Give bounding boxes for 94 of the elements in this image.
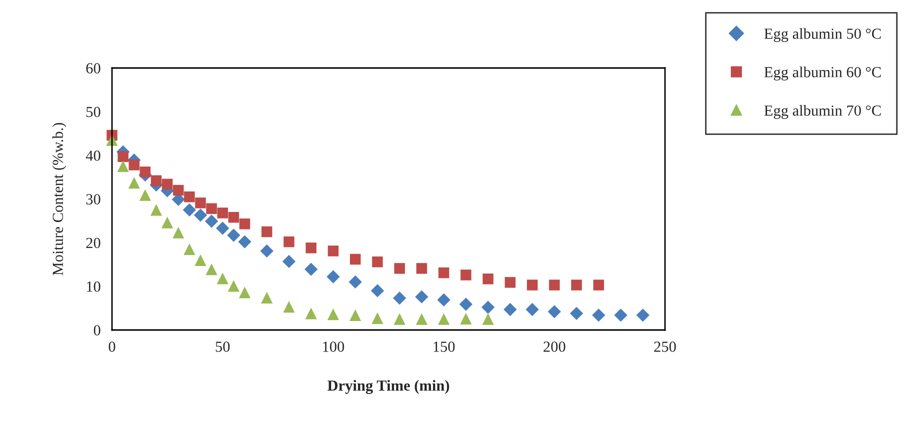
y-tick-label: 20 bbox=[86, 238, 100, 248]
legend-label: Egg albumin 60 °C bbox=[764, 66, 881, 80]
point bbox=[128, 177, 140, 189]
point bbox=[118, 151, 128, 162]
point bbox=[161, 216, 174, 228]
point bbox=[228, 280, 240, 292]
point bbox=[206, 203, 217, 214]
point bbox=[504, 302, 517, 316]
point bbox=[350, 309, 362, 321]
point bbox=[438, 267, 450, 278]
x-tick-label: 50 bbox=[216, 342, 230, 352]
point bbox=[228, 212, 240, 223]
point bbox=[204, 214, 218, 228]
legend-label: Egg albumin 50 °C bbox=[764, 28, 881, 42]
point bbox=[372, 256, 383, 268]
point bbox=[350, 254, 361, 265]
point bbox=[260, 244, 274, 258]
point bbox=[460, 312, 472, 324]
point bbox=[526, 302, 539, 316]
point bbox=[172, 226, 184, 238]
point bbox=[172, 184, 184, 196]
point bbox=[571, 280, 582, 290]
point bbox=[570, 306, 584, 320]
point bbox=[460, 270, 472, 280]
point bbox=[326, 270, 340, 284]
point bbox=[392, 292, 406, 305]
point bbox=[128, 160, 140, 170]
legend-label: Egg albumin 70 °C bbox=[764, 105, 881, 119]
point bbox=[416, 313, 428, 325]
point bbox=[194, 254, 206, 266]
y-tick-label: 40 bbox=[86, 150, 100, 161]
point bbox=[227, 228, 240, 242]
point bbox=[438, 313, 450, 325]
x-tick-label: 250 bbox=[654, 342, 676, 352]
point bbox=[394, 313, 406, 325]
point bbox=[327, 308, 340, 320]
point bbox=[206, 263, 218, 276]
point bbox=[106, 134, 118, 146]
point bbox=[184, 191, 195, 202]
y-tick-label: 0 bbox=[94, 325, 100, 336]
x-axis-title: Drying Time (min) bbox=[328, 380, 450, 394]
point bbox=[482, 313, 494, 325]
y-tick-label: 30 bbox=[86, 194, 100, 204]
point bbox=[504, 277, 516, 288]
point bbox=[304, 262, 318, 276]
point bbox=[195, 198, 206, 208]
point bbox=[238, 235, 252, 248]
point bbox=[372, 312, 384, 324]
y-tick-label: 10 bbox=[86, 281, 100, 292]
point bbox=[459, 298, 473, 311]
point bbox=[614, 308, 628, 322]
point bbox=[593, 280, 604, 290]
point bbox=[140, 166, 151, 178]
point bbox=[216, 222, 230, 235]
point bbox=[592, 308, 606, 322]
point bbox=[182, 203, 196, 217]
point bbox=[284, 236, 294, 248]
point bbox=[239, 218, 250, 230]
point bbox=[194, 208, 208, 222]
point bbox=[415, 290, 428, 304]
point bbox=[370, 284, 384, 298]
point bbox=[636, 308, 650, 322]
point bbox=[481, 300, 495, 314]
point bbox=[306, 242, 316, 254]
point bbox=[261, 226, 272, 238]
x-tick-label: 100 bbox=[323, 342, 344, 352]
point bbox=[217, 208, 228, 218]
point bbox=[416, 263, 428, 274]
point bbox=[348, 275, 362, 289]
point bbox=[162, 178, 173, 190]
point bbox=[184, 243, 196, 256]
x-tick-label: 150 bbox=[434, 342, 455, 352]
x-tick-label: 0 bbox=[108, 342, 116, 352]
point bbox=[305, 308, 317, 320]
point bbox=[261, 292, 273, 304]
point bbox=[282, 254, 296, 268]
point bbox=[526, 280, 538, 290]
point bbox=[216, 272, 228, 284]
point bbox=[482, 274, 494, 284]
y-tick-label: 50 bbox=[86, 106, 100, 118]
point bbox=[548, 305, 561, 318]
y-tick-label: 60 bbox=[86, 63, 100, 74]
point bbox=[117, 160, 129, 172]
point bbox=[139, 189, 151, 201]
y-axis-title: Moiture Content (%w.b.) bbox=[52, 122, 66, 276]
point bbox=[437, 293, 450, 306]
point bbox=[238, 286, 251, 298]
x-tick-label: 200 bbox=[544, 342, 566, 352]
point bbox=[549, 280, 560, 290]
point bbox=[150, 204, 162, 216]
point bbox=[150, 175, 162, 186]
point bbox=[328, 246, 339, 256]
point bbox=[283, 301, 295, 313]
point bbox=[394, 263, 405, 274]
